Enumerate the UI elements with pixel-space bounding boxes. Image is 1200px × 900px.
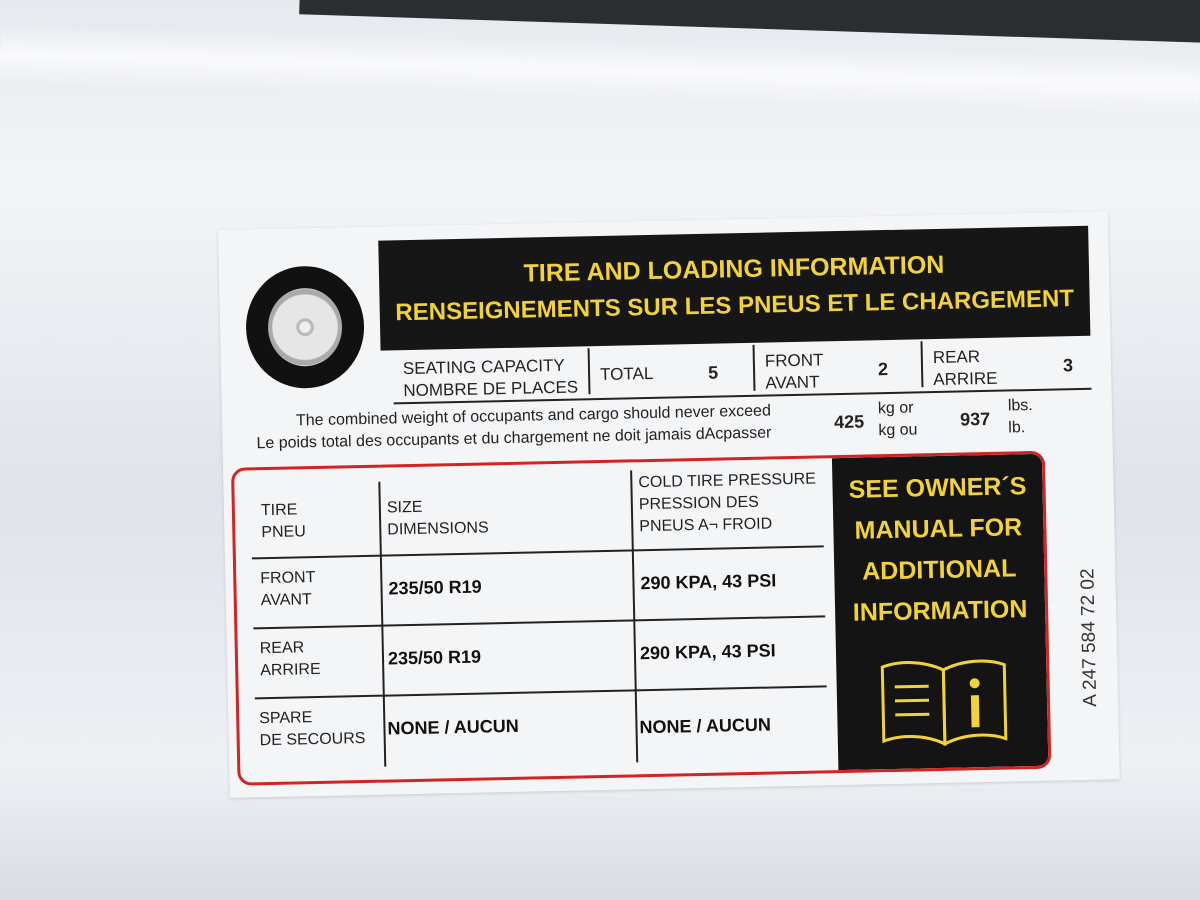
title-fr: RENSEIGNEMENTS SUR LES PNEUS ET LE CHARG… [395,285,1075,327]
background-reflection [0,24,1200,116]
weight-lbs: 937 [959,408,991,430]
kg-unit-en: kg or [877,399,914,418]
header-pressure: COLD TIRE PRESSURE PRESSION DES PNEUS A¬ F… [638,470,817,536]
seating-label: SEATING CAPACITY NOMBRE DE PLACES [402,355,579,401]
front-label: FRONT AVANT [764,350,824,393]
label-title: TIRE AND LOADING INFORMATION RENSEIGNEME… [378,225,1091,351]
manual-book-icon [880,659,1008,747]
rear-value: 3 [1062,355,1074,376]
header-size: SIZE DIMENSIONS [386,498,489,539]
tire-loading-label: TIRE AND LOADING INFORMATION RENSEIGNEME… [218,211,1120,798]
owners-manual-notice: SEE OWNER´S MANUAL FOR ADDITIONAL INFORM… [831,453,1049,771]
total-value: 5 [707,362,719,383]
part-number: A 247 584 72 02 [1077,568,1102,708]
rear-label: REAR ARRIRE [932,347,998,390]
title-en: TIRE AND LOADING INFORMATION [523,250,945,288]
lbs-unit-en: lbs. [1007,396,1033,415]
lbs-unit-fr: lb. [1008,419,1026,437]
tire-pressure-table: TIRE PNEU SIZE DIMENSIONS COLD TIRE PRESSU… [230,450,1052,786]
front-value: 2 [877,358,889,380]
kg-unit-fr: kg ou [878,421,918,440]
weight-kg: 425 [833,411,865,433]
tire-icon [244,264,366,390]
total-label: TOTAL [599,363,654,385]
header-tire: TIRE PNEU [260,501,306,542]
